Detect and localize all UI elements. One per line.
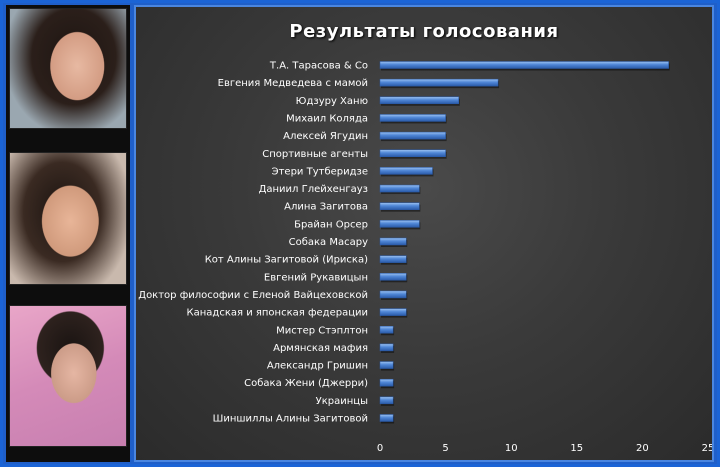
category-label: Собака Жени (Джерри) (244, 378, 368, 389)
category-label: Даниил Глейхенгауз (259, 184, 368, 195)
bar (379, 326, 394, 334)
bar (379, 96, 459, 105)
bar (379, 414, 394, 422)
x-tick-label: 5 (442, 443, 448, 454)
bar (379, 202, 420, 210)
bar (379, 131, 446, 140)
bar (379, 184, 420, 193)
category-label: Спортивные агенты (262, 149, 368, 160)
bar-chart: Т.А. Тарасова & Co Евгения Медведева с ма… (138, 61, 712, 455)
category-label: Евгения Медведева с мамой (218, 78, 368, 89)
portrait-photo-3 (9, 305, 127, 447)
category-label: Евгений Рукавицын (264, 272, 368, 283)
bar (379, 167, 433, 175)
bar (379, 237, 407, 246)
x-tick-label: 25 (702, 443, 712, 454)
bar (379, 61, 669, 69)
bar (379, 78, 499, 87)
category-label: Армянская мафия (273, 343, 368, 354)
portrait-photo-1 (9, 8, 127, 129)
bar (379, 396, 394, 405)
category-label: Александр Гришин (267, 361, 368, 372)
category-label: Мистер Стэплтон (276, 325, 368, 336)
bar (379, 308, 407, 316)
bar (379, 361, 394, 369)
portrait-photo-2 (9, 152, 127, 285)
bar (379, 220, 420, 228)
x-tick-label: 0 (377, 443, 383, 454)
category-label: Канадская и японская федерации (187, 308, 368, 319)
bar (379, 378, 394, 387)
x-tick-label: 10 (505, 443, 518, 454)
x-tick-label: 15 (570, 443, 583, 454)
category-label: Алина Загитова (284, 202, 368, 213)
category-label: Юдзуру Ханю (296, 96, 368, 107)
bar (379, 343, 394, 352)
category-label: Кот Алины Загитовой (Ириска) (205, 255, 368, 266)
photo-column (6, 5, 130, 462)
category-label: Брайан Орсер (294, 219, 368, 230)
category-label: Шиншиллы Алины Загитовой (213, 414, 368, 425)
category-label: Собака Масару (289, 237, 368, 248)
category-label: Алексей Ягудин (283, 131, 368, 142)
bar (379, 290, 407, 299)
bar (379, 114, 446, 122)
bar (379, 255, 407, 263)
x-tick-label: 20 (636, 443, 649, 454)
category-label: Этери Тутберидзе (272, 166, 368, 177)
bar (379, 273, 407, 281)
category-label: Украинцы (316, 396, 368, 407)
category-label: Т.А. Тарасова & Co (269, 61, 368, 72)
chart-panel: Результаты голосования Т.А. Тарасова & C… (134, 5, 714, 462)
chart-title: Результаты голосования (289, 21, 559, 42)
category-label: Михаил Коляда (286, 113, 368, 124)
bar (379, 149, 446, 157)
category-label: Доктор философии с Еленой Вайцеховской (138, 290, 368, 301)
